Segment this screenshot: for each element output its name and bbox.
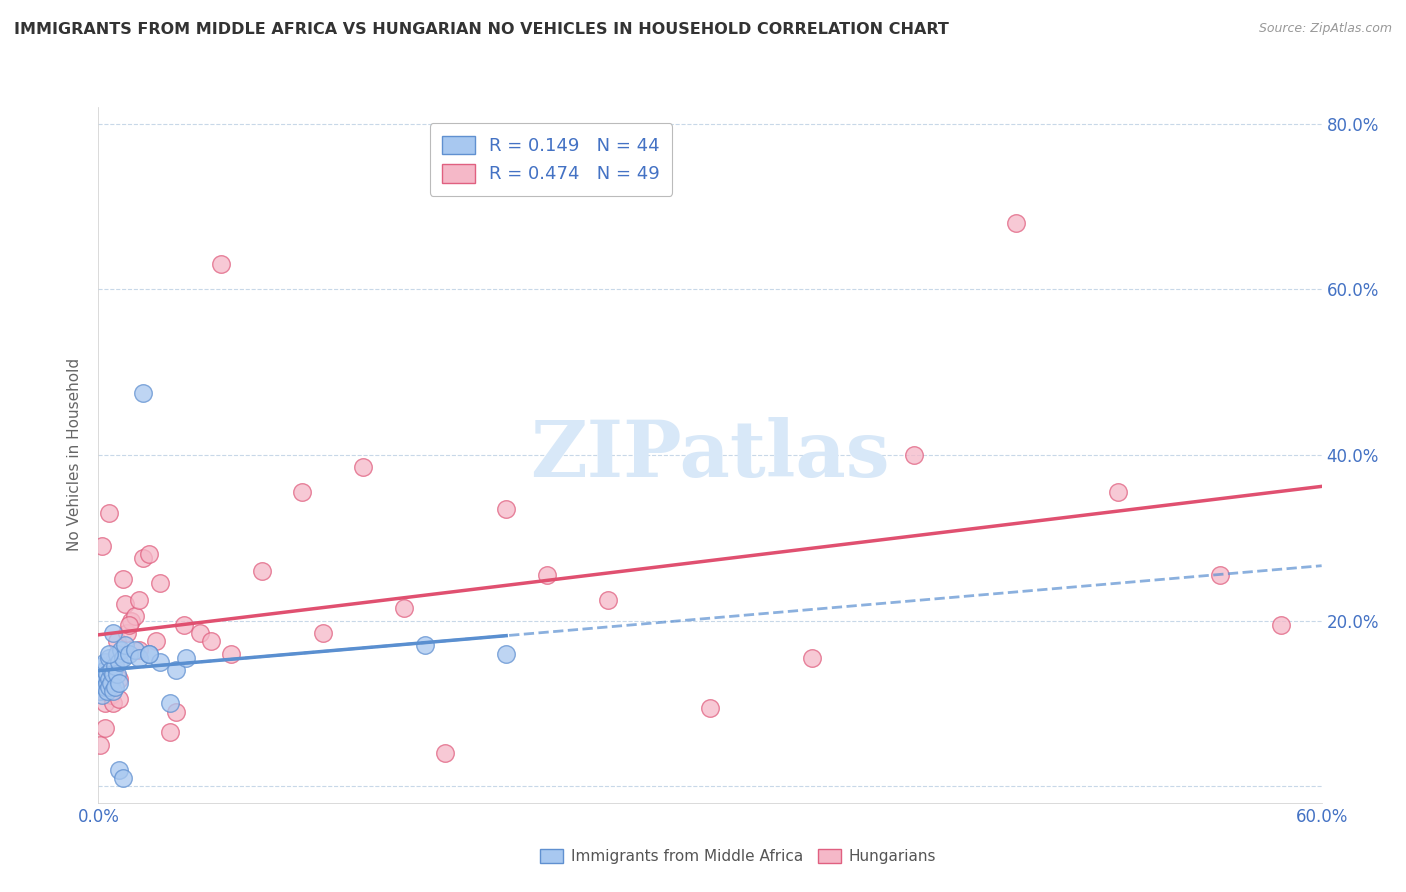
Point: [209, 257, 232, 271]
Point: [149, 576, 172, 591]
Point: [111, 572, 134, 586]
Point: [128, 651, 150, 665]
Point: [108, 655, 131, 669]
Point: [89, 684, 111, 698]
Text: IMMIGRANTS FROM MIDDLE AFRICA VS HUNGARIAN NO VEHICLES IN HOUSEHOLD CORRELATION : IMMIGRANTS FROM MIDDLE AFRICA VS HUNGARI…: [14, 22, 949, 37]
Point: [91, 659, 114, 673]
Point: [250, 564, 273, 578]
Point: [413, 639, 436, 653]
Point: [124, 609, 146, 624]
Point: [200, 634, 222, 648]
Point: [111, 651, 134, 665]
Point: [89, 675, 111, 690]
Point: [138, 647, 160, 661]
Point: [392, 601, 416, 615]
Point: [598, 592, 620, 607]
Point: [97, 506, 120, 520]
Point: [96, 675, 118, 690]
Point: [1004, 216, 1026, 230]
Point: [128, 642, 150, 657]
Point: [219, 647, 242, 661]
Point: [93, 680, 115, 694]
Point: [165, 705, 187, 719]
Point: [1107, 485, 1129, 500]
Point: [174, 651, 197, 665]
Point: [120, 614, 142, 628]
Point: [91, 672, 114, 686]
Point: [91, 688, 114, 702]
Point: [188, 626, 212, 640]
Point: [104, 680, 127, 694]
Point: [93, 663, 115, 677]
Point: [1270, 617, 1292, 632]
Point: [96, 680, 118, 694]
Point: [108, 692, 131, 706]
Point: [101, 697, 124, 711]
Point: [105, 647, 128, 661]
Point: [159, 697, 181, 711]
Point: [93, 697, 115, 711]
Legend: R = 0.149   N = 44, R = 0.474   N = 49: R = 0.149 N = 44, R = 0.474 N = 49: [429, 123, 672, 196]
Point: [138, 647, 160, 661]
Legend: Immigrants from Middle Africa, Hungarians: Immigrants from Middle Africa, Hungarian…: [534, 842, 942, 871]
Point: [97, 680, 120, 694]
Point: [97, 672, 120, 686]
Point: [114, 597, 136, 611]
Point: [97, 647, 120, 661]
Point: [104, 651, 127, 665]
Point: [149, 655, 172, 669]
Point: [352, 460, 374, 475]
Point: [173, 617, 195, 632]
Point: [96, 684, 118, 698]
Point: [110, 642, 132, 657]
Point: [118, 617, 141, 632]
Point: [114, 639, 136, 653]
Point: [89, 667, 111, 681]
Point: [93, 721, 115, 735]
Point: [111, 771, 134, 785]
Y-axis label: No Vehicles in Household: No Vehicles in Household: [67, 359, 83, 551]
Point: [699, 700, 721, 714]
Point: [291, 485, 314, 500]
Point: [108, 672, 131, 686]
Point: [100, 663, 122, 677]
Point: [1209, 568, 1232, 582]
Point: [91, 539, 114, 553]
Point: [118, 647, 141, 661]
Point: [108, 675, 131, 690]
Point: [138, 547, 160, 561]
Point: [101, 626, 124, 640]
Point: [93, 655, 115, 669]
Point: [495, 501, 517, 516]
Point: [105, 634, 128, 648]
Point: [105, 667, 128, 681]
Point: [115, 626, 138, 640]
Point: [101, 667, 124, 681]
Point: [100, 675, 122, 690]
Point: [312, 626, 335, 640]
Point: [159, 725, 181, 739]
Text: ZIPatlas: ZIPatlas: [530, 417, 890, 493]
Point: [100, 688, 122, 702]
Point: [97, 651, 120, 665]
Point: [96, 667, 118, 681]
Point: [145, 634, 167, 648]
Point: [124, 642, 146, 657]
Point: [165, 663, 187, 677]
Point: [536, 568, 558, 582]
Point: [89, 738, 111, 752]
Point: [434, 746, 457, 760]
Point: [97, 680, 120, 694]
Point: [132, 551, 155, 566]
Point: [104, 659, 127, 673]
Point: [132, 385, 155, 400]
Point: [101, 684, 124, 698]
Point: [903, 448, 925, 462]
Point: [495, 647, 517, 661]
Point: [108, 763, 131, 777]
Point: [104, 659, 127, 673]
Point: [801, 651, 824, 665]
Text: Source: ZipAtlas.com: Source: ZipAtlas.com: [1258, 22, 1392, 36]
Point: [128, 592, 150, 607]
